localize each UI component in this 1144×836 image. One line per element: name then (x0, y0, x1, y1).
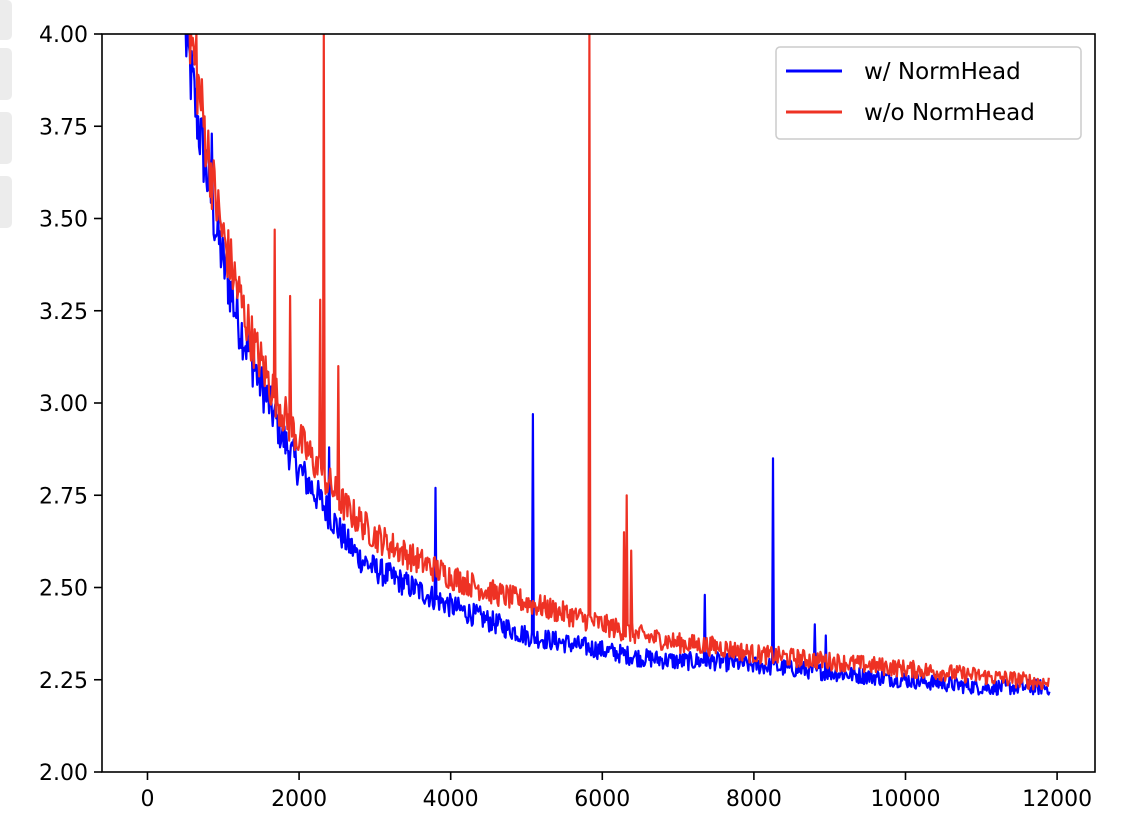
series-layer (184, 34, 1051, 696)
y-tick-label-3: 2.75 (39, 484, 88, 509)
x-tick-label-0: 0 (140, 787, 154, 812)
legend-label-1: w/o NormHead (864, 100, 1035, 126)
legend: w/ NormHead w/o NormHead (775, 46, 1082, 140)
plot-frame (101, 33, 1096, 773)
legend-label-0: w/ NormHead (864, 59, 1021, 85)
side-tab-1[interactable] (0, 0, 12, 40)
y-tick-label-0: 2.00 (39, 761, 88, 786)
side-tab-4[interactable] (0, 176, 12, 228)
y-tick-label-7: 3.75 (39, 115, 88, 140)
y-tick-label-8: 4.00 (39, 23, 88, 48)
x-tick-label-4: 8000 (726, 787, 782, 812)
side-tab-2[interactable] (0, 48, 12, 100)
y-axis: 2.00 2.25 2.50 2.75 3.00 3.25 3.50 3.75 4.00 (39, 23, 102, 786)
y-tick-label-4: 3.00 (39, 392, 88, 417)
x-tick-label-1: 2000 (271, 787, 327, 812)
series-line-1 (188, 34, 1050, 691)
y-tick-label-2: 2.50 (39, 577, 88, 602)
side-tab-3[interactable] (0, 112, 12, 164)
x-tick-label-3: 6000 (574, 787, 630, 812)
x-tick-label-5: 10000 (870, 787, 940, 812)
legend-box (775, 46, 1082, 140)
y-tick-label-1: 2.25 (39, 669, 88, 694)
x-tick-label-6: 12000 (1022, 787, 1092, 812)
y-tick-label-5: 3.25 (39, 300, 88, 325)
x-axis: 0 2000 4000 6000 8000 10000 12000 (140, 772, 1092, 812)
x-tick-label-2: 4000 (423, 787, 479, 812)
y-tick-label-6: 3.50 (39, 208, 88, 233)
series-clip-group (184, 34, 1051, 696)
